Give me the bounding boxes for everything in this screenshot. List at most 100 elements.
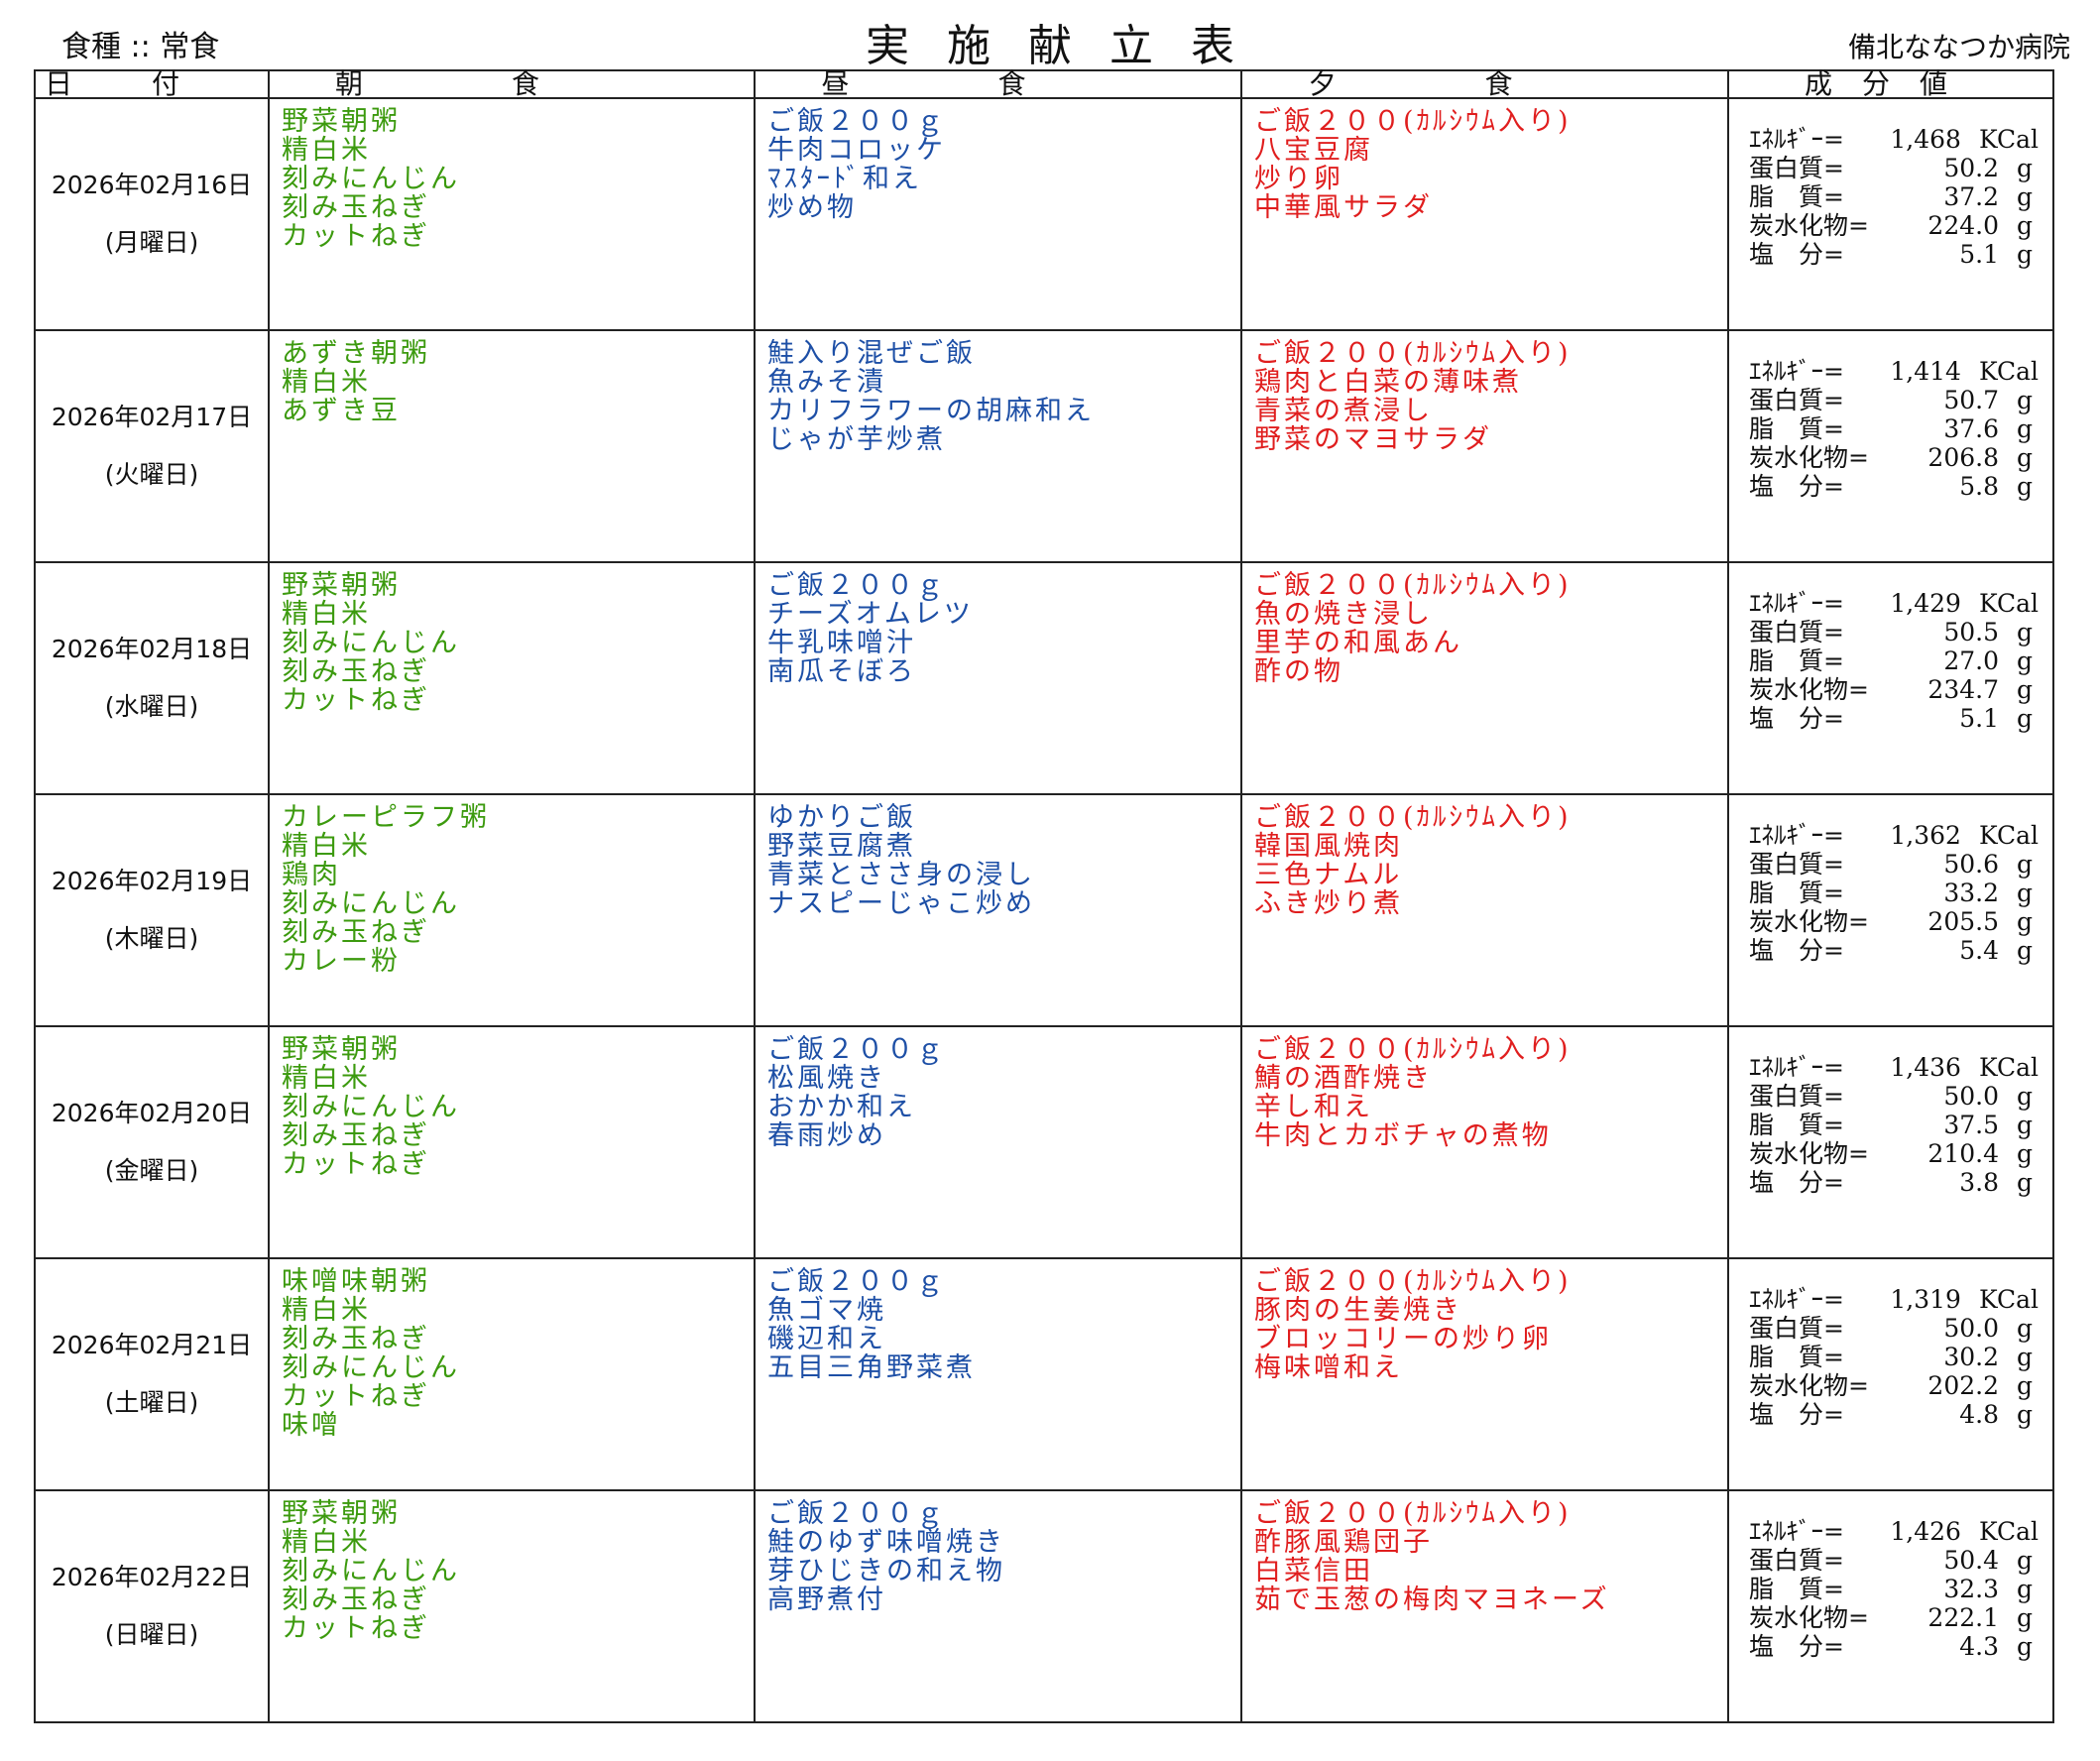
- nutrient-value: 222.1: [1927, 1603, 1999, 1632]
- breakfast-cell: 野菜朝粥 精白米 刻みにんじん 刻み玉ねぎ カットねぎ: [268, 561, 756, 795]
- nutrient-label: ｴﾈﾙｷﾞｰ=: [1749, 357, 1844, 386]
- breakfast-item: 精白米: [282, 367, 371, 398]
- dinner-item: 酢の物: [1254, 656, 1343, 687]
- breakfast-item: 野菜朝粥: [282, 106, 401, 137]
- dinner-list: ご飯２００(ｶﾙｼｳﾑ入り) 豚肉の生姜焼き ブロッコリーの炒り卵 梅味噌和え: [1254, 1267, 1715, 1382]
- table-row: 2026年02月16日 (月曜日) 野菜朝粥 精白米 刻みにんじん 刻み玉ねぎ カットねぎご…: [34, 97, 2054, 331]
- nutrient-value: 4.8: [1959, 1400, 1999, 1429]
- lunch-item: 野菜豆腐煮: [767, 831, 916, 862]
- breakfast-item: 野菜朝粥: [282, 570, 401, 601]
- breakfast-list: 野菜朝粥 精白米 刻みにんじん 刻み玉ねぎ カットねぎ: [282, 1035, 742, 1179]
- dinner-item: ご飯２００(ｶﾙｼｳﾑ入り): [1254, 1498, 1572, 1529]
- nutrient-value: 1,436: [1890, 1053, 1961, 1082]
- breakfast-item: カレーピラフ粥: [282, 802, 490, 833]
- nutrient-label: 塩 分=: [1749, 240, 1844, 269]
- date-text: 2026年02月17日: [51, 403, 253, 431]
- weekday-text: (土曜日): [104, 1388, 199, 1417]
- nutrient-fat-row: 脂 質= 32.3 g: [1749, 1575, 2039, 1603]
- dinner-cell: ご飯２００(ｶﾙｼｳﾑ入り) 豚肉の生姜焼き ブロッコリーの炒り卵 梅味噌和え: [1240, 1257, 1729, 1491]
- nutrient-label: 脂 質=: [1749, 182, 1844, 211]
- table-row: 2026年02月17日 (火曜日) あずき朝粥 精白米 あずき豆 鮭入り混ぜご飯 魚みそ漬カ…: [34, 329, 2054, 563]
- breakfast-cell: 味噌味朝粥 精白米 刻み玉ねぎ 刻みにんじん カットねぎ 味噌: [268, 1257, 756, 1491]
- breakfast-item: カットねぎ: [282, 685, 430, 716]
- nutrient-value: 210.4: [1927, 1139, 1999, 1168]
- lunch-item: ご飯２００ｇ: [767, 1266, 946, 1297]
- lunch-cell: ご飯２００ｇ 牛肉コロッケ ﾏｽﾀｰﾄﾞ和え 炒め物: [754, 97, 1242, 331]
- nutrient-fat-row: 脂 質= 37.2 g: [1749, 182, 2039, 211]
- weekday-text: (日曜日): [104, 1620, 199, 1649]
- lunch-item: ナスピーじゃこ炒め: [767, 888, 1035, 919]
- dinner-item: 牛肉とカボチャの煮物: [1254, 1120, 1552, 1151]
- breakfast-cell: 野菜朝粥 精白米 刻みにんじん 刻み玉ねぎ カットねぎ: [268, 1489, 756, 1723]
- nutrient-carbs-row: 炭水化物= 210.4 g: [1749, 1139, 2039, 1168]
- nutrient-unit: g: [2017, 1343, 2034, 1371]
- table-row: 2026年02月22日 (日曜日) 野菜朝粥 精白米 刻みにんじん 刻み玉ねぎ カットねぎ ご…: [34, 1489, 2054, 1723]
- nutrient-label: 脂 質=: [1749, 414, 1844, 443]
- breakfast-item: 野菜朝粥: [282, 1034, 401, 1065]
- nutrient-unit: g: [2017, 1168, 2034, 1197]
- nutrient-unit: KCal: [1978, 1053, 2039, 1082]
- lunch-item: ﾏｽﾀｰﾄﾞ和え: [767, 164, 922, 194]
- lunch-item: 炒め物: [767, 192, 857, 223]
- nutrition-cell: ｴﾈﾙｷﾞｰ= 1,319 KCal 蛋白質= 50.0 g 脂 質= 30.2 g 炭水化物= 2…: [1727, 1257, 2054, 1491]
- nutrition-cell: ｴﾈﾙｷﾞｰ= 1,468 KCal 蛋白質= 50.2 g 脂 質= 37.2 g 炭水化物= 2…: [1727, 97, 2054, 331]
- nutrient-unit: g: [2017, 1139, 2034, 1168]
- nutrient-unit: KCal: [1978, 357, 2039, 386]
- breakfast-item: カットねぎ: [282, 221, 430, 252]
- breakfast-cell: あずき朝粥 精白米 あずき豆: [268, 329, 756, 563]
- nutrient-value: 50.0: [1943, 1082, 1999, 1111]
- dinner-item: 野菜のマヨサラダ: [1254, 424, 1492, 455]
- nutrient-label: 塩 分=: [1749, 1632, 1844, 1661]
- nutrient-unit: KCal: [1978, 821, 2039, 850]
- breakfast-item: 刻み玉ねぎ: [282, 1585, 430, 1615]
- breakfast-item: 刻みにんじん: [282, 628, 460, 658]
- nutrient-label: ｴﾈﾙｷﾞｰ=: [1749, 1053, 1844, 1082]
- dinner-item: ブロッコリーの炒り卵: [1254, 1324, 1552, 1354]
- nutrient-unit: g: [2017, 646, 2034, 675]
- nutrient-label: 蛋白質=: [1749, 154, 1844, 182]
- date-cell: 2026年02月22日 (日曜日): [34, 1489, 270, 1723]
- nutrient-unit: g: [2017, 850, 2034, 879]
- nutrient-fat-row: 脂 質= 37.6 g: [1749, 414, 2039, 443]
- nutrient-salt-row: 塩 分= 4.8 g: [1749, 1400, 2039, 1429]
- lunch-item: 魚みそ漬: [767, 367, 886, 398]
- dinner-item: 魚の焼き浸し: [1254, 599, 1433, 630]
- lunch-cell: ご飯２００ｇ 松風焼き おかか和え 春雨炒め: [754, 1025, 1242, 1259]
- breakfast-list: 野菜朝粥 精白米 刻みにんじん 刻み玉ねぎ カットねぎ: [282, 571, 742, 715]
- nutrient-value: 33.2: [1943, 879, 1999, 907]
- lunch-item: 牛肉コロッケ: [767, 135, 946, 166]
- lunch-item: 青菜とささ身の浸し: [767, 860, 1035, 890]
- breakfast-list: 野菜朝粥 精白米 刻みにんじん 刻み玉ねぎ カットねぎ: [282, 1499, 742, 1643]
- nutrient-value: 37.2: [1943, 182, 1999, 211]
- column-header-lunch: 昼食: [754, 69, 1242, 99]
- nutrient-label: ｴﾈﾙｷﾞｰ=: [1749, 821, 1844, 850]
- nutrient-value: 224.0: [1927, 211, 1999, 240]
- nutrient-value: 3.8: [1959, 1168, 1999, 1197]
- nutrient-value: 27.0: [1943, 646, 1999, 675]
- lunch-cell: ゆかりご飯 野菜豆腐煮 青菜とささ身の浸し ナスピーじゃこ炒め: [754, 793, 1242, 1027]
- breakfast-item: あずき豆: [282, 396, 401, 426]
- breakfast-item: 精白米: [282, 1295, 371, 1326]
- nutrient-label: 蛋白質=: [1749, 850, 1844, 879]
- nutrient-label: 蛋白質=: [1749, 618, 1844, 646]
- nutrient-unit: g: [2017, 1082, 2034, 1111]
- column-header-nutrition: 成分値: [1727, 69, 2054, 99]
- nutrient-fat-row: 脂 質= 27.0 g: [1749, 646, 2039, 675]
- nutrient-label: 脂 質=: [1749, 1575, 1844, 1603]
- nutrient-value: 37.6: [1943, 414, 1999, 443]
- breakfast-item: 刻みにんじん: [282, 164, 460, 194]
- dinner-list: ご飯２００(ｶﾙｼｳﾑ入り) 酢豚風鶏団子 白菜信田 茹で玉葱の梅肉マヨネーズ: [1254, 1499, 1715, 1614]
- nutrient-value: 1,468: [1890, 125, 1961, 154]
- weekday-text: (木曜日): [104, 924, 199, 953]
- nutrient-value: 37.5: [1943, 1111, 1999, 1139]
- nutrient-unit: g: [2017, 1371, 2034, 1400]
- date-cell: 2026年02月21日 (土曜日): [34, 1257, 270, 1491]
- lunch-item: 魚ゴマ焼: [767, 1295, 886, 1326]
- nutrient-energy-row: ｴﾈﾙｷﾞｰ= 1,414 KCal: [1749, 357, 2039, 386]
- column-header-breakfast: 朝食: [268, 69, 756, 99]
- dinner-cell: ご飯２００(ｶﾙｼｳﾑ入り) 韓国風焼肉 三色ナムル ふき炒り煮: [1240, 793, 1729, 1027]
- dinner-item: 辛し和え: [1254, 1092, 1373, 1122]
- breakfast-item: 刻みにんじん: [282, 888, 460, 919]
- nutrient-label: 炭水化物=: [1749, 1371, 1869, 1400]
- lunch-item: 鮭のゆず味噌焼き: [767, 1527, 1005, 1558]
